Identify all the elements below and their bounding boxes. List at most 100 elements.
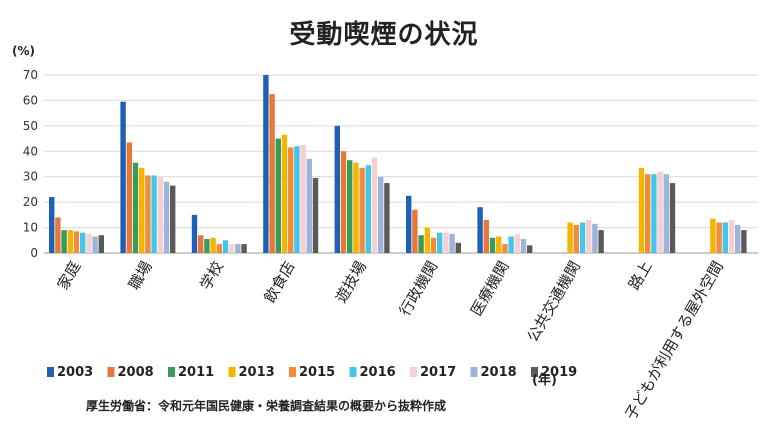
bar: [92, 236, 98, 253]
x-category-label: 遊技場: [332, 258, 370, 306]
bar: [216, 244, 222, 253]
bar: [520, 239, 527, 253]
bar: [663, 174, 669, 253]
bar: [657, 171, 663, 253]
bar: [406, 195, 412, 253]
bar: [437, 232, 443, 253]
bar: [229, 244, 235, 253]
bar: [598, 230, 604, 253]
bar: [347, 160, 353, 253]
bar: [145, 175, 151, 253]
bar: [586, 219, 592, 253]
legend-label: 2016: [360, 365, 396, 380]
y-tick-label: 10: [23, 221, 38, 235]
bar: [263, 75, 269, 253]
legend-label: 2003: [57, 365, 93, 380]
legend-label: 2008: [118, 365, 154, 380]
bar: [126, 142, 132, 253]
bar: [365, 165, 371, 253]
x-category-label: 路上: [625, 258, 656, 293]
bar: [49, 197, 55, 253]
source-note: 厚生労働省：令和元年国民健康・栄養調査結果の概要から抜粋作成: [86, 399, 447, 413]
bar: [120, 101, 126, 253]
legend-swatch: [410, 367, 417, 377]
bar: [235, 244, 241, 253]
bar: [371, 157, 378, 253]
x-category-label: 医療機関: [467, 258, 513, 319]
bar: [151, 175, 157, 253]
bar: [502, 244, 508, 253]
bar: [710, 218, 716, 253]
bar: [73, 231, 80, 253]
bar: [455, 242, 461, 253]
bar: [294, 146, 300, 253]
x-category-label: 職場: [125, 258, 156, 293]
y-tick-label: 60: [23, 93, 38, 107]
bar: [735, 225, 741, 253]
legend-label: 2017: [420, 365, 456, 380]
bar: [241, 244, 247, 253]
y-tick-label: 70: [23, 68, 38, 82]
bar: [496, 236, 502, 253]
bar: [722, 222, 728, 253]
legend-swatch: [531, 367, 538, 377]
legend-swatch: [470, 367, 478, 377]
chart-title: 受動喫煙の状況: [289, 20, 479, 50]
bar: [288, 147, 294, 253]
bar: [741, 230, 747, 253]
bar: [514, 233, 520, 253]
bar: [359, 167, 365, 253]
bar: [508, 236, 514, 253]
legend-label: 2018: [481, 365, 517, 380]
bar: [132, 162, 139, 253]
legend-swatch: [47, 367, 54, 377]
bar: [198, 235, 204, 253]
bar: [170, 185, 176, 253]
bar: [669, 183, 676, 253]
legend-label: 2015: [299, 365, 335, 380]
bar: [449, 233, 455, 253]
legend-year-suffix: (年): [532, 373, 557, 388]
legend-swatch: [107, 367, 115, 377]
bar: [210, 237, 216, 253]
y-tick-label: 0: [30, 246, 38, 260]
bar: [424, 227, 430, 253]
bar: [157, 176, 163, 253]
legend-label: 2019: [541, 365, 577, 380]
bar: [384, 183, 390, 253]
x-category-label: 行政機関: [396, 258, 442, 319]
x-category-label: 飲食店: [260, 258, 298, 306]
bar: [716, 222, 722, 253]
bar: [645, 174, 651, 253]
y-axis-unit: (%): [12, 44, 35, 58]
bar: [340, 151, 347, 253]
y-tick-label: 40: [23, 144, 38, 158]
bar: [281, 134, 288, 253]
bar: [483, 219, 489, 253]
legend-swatch: [289, 367, 296, 377]
bar: [651, 174, 657, 253]
bar: [573, 225, 579, 253]
bar: [443, 232, 449, 253]
bar: [418, 235, 424, 253]
y-tick-label: 30: [23, 170, 38, 184]
bar: [489, 237, 496, 253]
bar: [275, 138, 281, 253]
bar: [430, 237, 437, 253]
x-category-label: 公共交通機関: [524, 258, 585, 345]
bar: [55, 217, 61, 253]
bar: [139, 167, 145, 253]
bar: [728, 219, 735, 253]
legend-swatch: [349, 367, 357, 377]
bar: [312, 177, 319, 253]
bar: [592, 223, 598, 253]
bar: [477, 207, 483, 253]
bar: [61, 230, 67, 253]
x-category-label: 学校: [197, 258, 228, 293]
bar: [67, 230, 73, 253]
bar: [334, 125, 340, 253]
bar: [80, 232, 86, 253]
bar: [222, 240, 229, 253]
bar: [86, 233, 92, 253]
